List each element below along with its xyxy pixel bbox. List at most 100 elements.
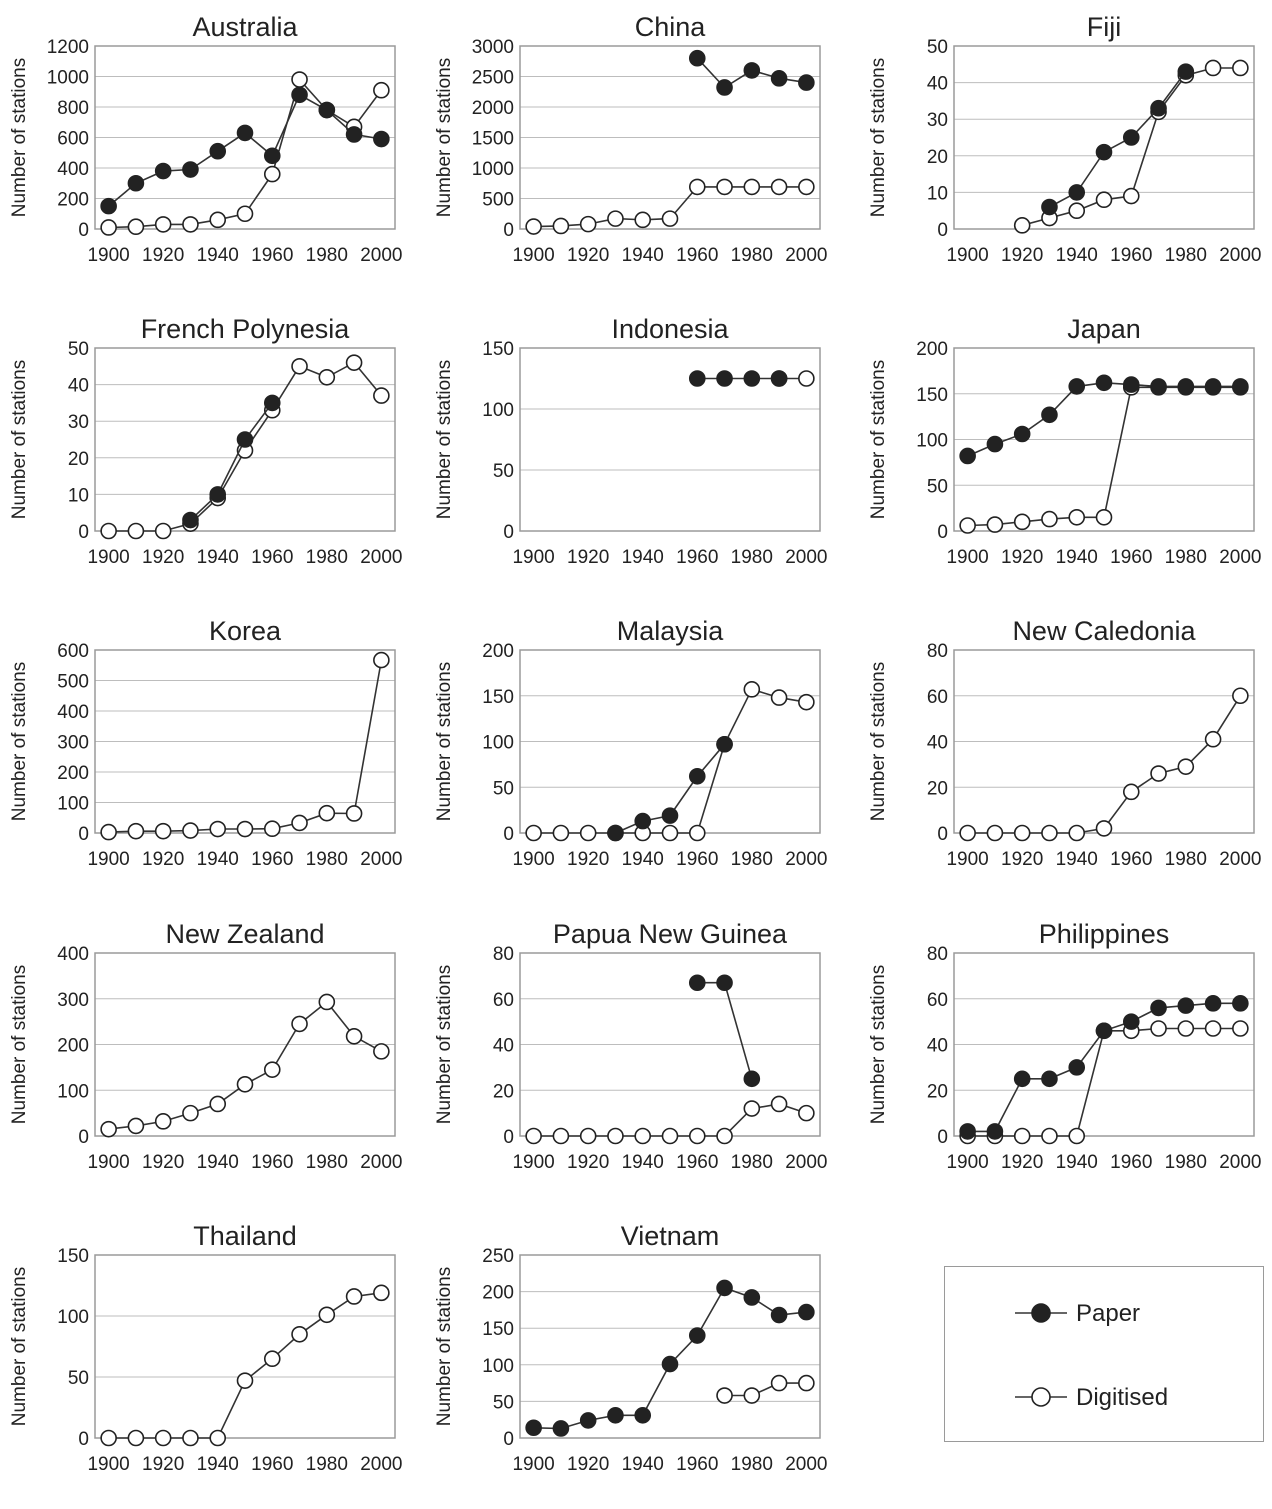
plot-frame (953, 952, 1255, 1137)
y-tick-label: 50 (493, 461, 514, 482)
x-tick-label: 1940 (622, 547, 664, 568)
data-point-digitised (373, 1043, 390, 1060)
plot-frame (519, 347, 821, 532)
data-point-paper (263, 394, 281, 412)
y-tick-label: 2500 (472, 68, 514, 89)
data-point-paper (291, 86, 308, 104)
x-tick-label: 1960 (676, 1454, 718, 1475)
data-point-digitised (291, 358, 308, 375)
data-point-digitised (1204, 59, 1222, 77)
data-point-digitised (345, 1288, 363, 1305)
x-tick-label: 1940 (622, 245, 664, 266)
y-axis-label: Number of stations (9, 1267, 30, 1426)
data-point-digitised (634, 1127, 652, 1145)
data-point-digitised (345, 354, 363, 371)
data-point-digitised (263, 1061, 281, 1078)
data-point-paper (688, 767, 706, 785)
plot-frame (953, 45, 1255, 230)
x-tick-label: 2000 (360, 1152, 402, 1173)
data-point-paper (1068, 184, 1086, 201)
chart-panel-6: Korea 0 100 200 300 400 500 600 1900 1920 1940 1960… (9, 616, 403, 870)
y-tick-label: 0 (503, 220, 514, 241)
y-axis-label: Number of stations (9, 360, 30, 519)
data-point-digitised (345, 805, 363, 822)
data-point-paper (1150, 99, 1167, 117)
data-point-paper (182, 511, 199, 529)
x-tick-label: 2000 (360, 1454, 402, 1475)
data-point-digitised (154, 216, 172, 233)
y-tick-label: 150 (57, 1246, 89, 1267)
y-tick-label: 0 (503, 1127, 514, 1148)
data-point-paper (688, 370, 706, 387)
plot-frame (953, 347, 1255, 532)
y-tick-label: 1000 (47, 68, 89, 89)
x-tick-label: 1900 (946, 547, 988, 568)
chart-panel-8: New Caledonia 0 20 40 60 80 1900 1920 1940 1960 19… (868, 616, 1262, 870)
data-point-digitised (154, 522, 172, 540)
plot-frame (94, 1254, 396, 1439)
y-tick-label: 20 (68, 449, 89, 470)
plot-frame (94, 347, 396, 532)
y-tick-label: 200 (482, 1283, 514, 1304)
series-line-digitised (108, 1292, 382, 1439)
data-point-digitised (1068, 1127, 1086, 1145)
chart-title: Malaysia (617, 616, 725, 646)
y-tick-label: 60 (927, 687, 948, 708)
x-tick-label: 1940 (1056, 1152, 1098, 1173)
y-tick-label: 20 (493, 1081, 514, 1102)
data-point-digitised (1041, 510, 1058, 528)
x-tick-label: 1980 (1165, 849, 1207, 870)
y-tick-label: 100 (482, 733, 514, 754)
data-point-digitised (236, 205, 254, 223)
legend-digitised-label: Digitised (1076, 1384, 1168, 1411)
chart-panel-0: Australia 0 200 400 600 800 1000 1200 1900 1920 19… (9, 12, 403, 266)
y-tick-label: 300 (57, 990, 89, 1011)
y-tick-label: 30 (68, 412, 89, 433)
data-point-paper (525, 1419, 542, 1437)
data-point-digitised (1122, 783, 1140, 801)
data-point-digitised (373, 1284, 390, 1302)
y-tick-label: 0 (78, 1127, 89, 1148)
data-point-digitised (373, 387, 390, 404)
data-point-digitised (770, 1374, 788, 1392)
data-point-paper (607, 1407, 624, 1424)
y-tick-label: 500 (482, 190, 514, 211)
x-tick-label: 1960 (251, 547, 293, 568)
x-tick-label: 1900 (512, 849, 554, 870)
x-tick-label: 1960 (676, 849, 718, 870)
data-point-digitised (798, 693, 815, 711)
data-point-digitised (318, 1306, 336, 1324)
data-point-digitised (1232, 687, 1249, 705)
data-point-paper (579, 1412, 597, 1429)
x-tick-label: 1920 (1001, 547, 1043, 568)
plot-frame (94, 45, 396, 230)
x-tick-label: 1980 (1165, 245, 1207, 266)
legend-paper-marker (1031, 1303, 1051, 1323)
y-tick-label: 300 (57, 733, 89, 754)
data-point-digitised (688, 824, 706, 842)
data-point-digitised (525, 218, 542, 235)
y-tick-label: 0 (503, 824, 514, 845)
data-point-paper (634, 1407, 652, 1424)
data-point-paper (798, 74, 815, 91)
data-point-digitised (661, 824, 679, 842)
x-tick-label: 2000 (360, 547, 402, 568)
x-tick-label: 1980 (306, 1152, 348, 1173)
y-tick-label: 40 (927, 74, 948, 95)
x-tick-label: 1900 (87, 1454, 129, 1475)
data-point-paper (1177, 997, 1195, 1014)
data-point-digitised (716, 1127, 733, 1145)
data-point-paper (373, 130, 390, 148)
x-tick-label: 1940 (1056, 849, 1098, 870)
x-tick-label: 1900 (87, 245, 129, 266)
x-tick-label: 1920 (1001, 1152, 1043, 1173)
x-tick-label: 2000 (360, 245, 402, 266)
x-tick-label: 1980 (306, 245, 348, 266)
data-point-paper (959, 447, 976, 465)
data-point-paper (607, 824, 624, 842)
x-tick-label: 1920 (142, 547, 184, 568)
data-point-digitised (986, 516, 1004, 533)
y-axis-label: Number of stations (434, 58, 455, 217)
data-point-paper (716, 974, 733, 992)
data-point-digitised (291, 71, 308, 88)
